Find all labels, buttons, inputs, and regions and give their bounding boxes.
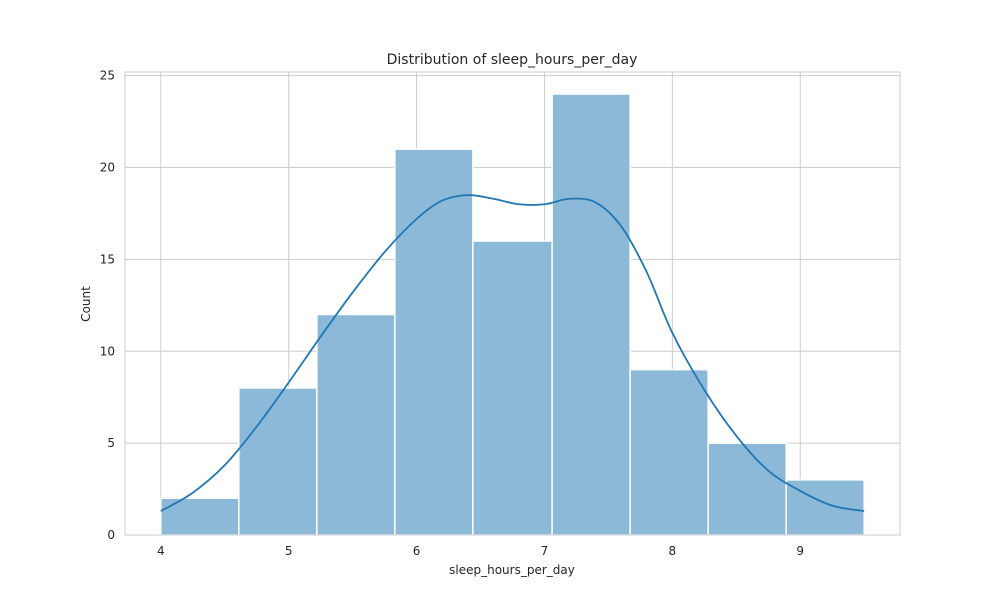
histogram-bar	[316, 313, 396, 536]
histogram-bar	[551, 93, 631, 536]
chart-title: Distribution of sleep_hours_per_day	[387, 52, 638, 68]
x-tick-label: 9	[796, 544, 804, 558]
histogram-bar	[472, 240, 553, 536]
y-tick-label: 5	[107, 436, 115, 450]
histogram-bar	[707, 442, 787, 536]
x-tick-label: 8	[669, 544, 677, 558]
histogram-bar	[238, 387, 318, 536]
y-tick-label: 15	[100, 252, 115, 266]
bars-layer	[160, 93, 865, 536]
kde-layer	[160, 194, 865, 513]
x-tick-label: 6	[413, 544, 421, 558]
x-tick-labels: 4 5 6 7 8 9	[157, 544, 804, 558]
plot-frame	[124, 71, 901, 536]
y-tick-label: 0	[107, 528, 115, 542]
kde-curve	[160, 194, 865, 513]
x-tick-label: 5	[285, 544, 293, 558]
y-axis-label: Count	[79, 286, 93, 322]
y-tick-label: 20	[100, 161, 115, 175]
y-tick-labels: 0 5 10 15 20 25	[100, 69, 115, 542]
histogram-bar	[160, 497, 240, 536]
x-tick-label: 4	[157, 544, 165, 558]
histogram-bar	[785, 479, 865, 536]
y-tick-label: 25	[100, 69, 115, 83]
x-tick-label: 7	[541, 544, 549, 558]
histogram-bar	[394, 148, 474, 536]
x-axis-label: sleep_hours_per_day	[449, 563, 575, 577]
histogram-bar	[629, 368, 709, 536]
y-tick-label: 10	[100, 344, 115, 358]
